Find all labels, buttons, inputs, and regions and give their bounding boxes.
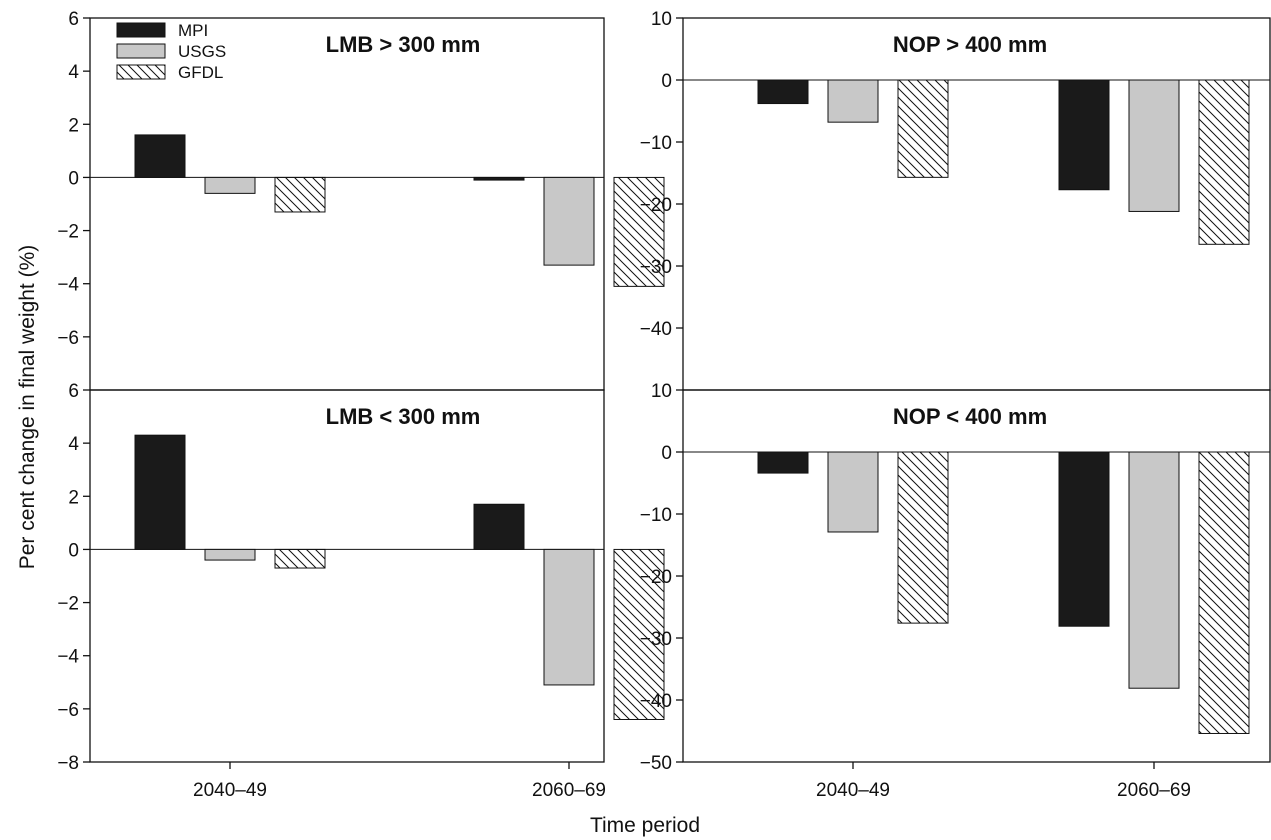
bar-mpi-1 (757, 79, 809, 105)
panels: 6 4 2 0 −2 −4 −6 LMB > 300 mm MPI USGS GFDL 6 4 2 0 −2 −… (57, 9, 1271, 801)
panel-title: LMB > 300 mm (326, 32, 481, 57)
x-axis-label: Time period (590, 814, 700, 837)
bar-usgs-2 (543, 176, 595, 266)
panel-title: LMB < 300 mm (326, 404, 481, 429)
bar-mpi-1 (757, 451, 809, 474)
y-tick-label: −50 (640, 753, 672, 774)
bar-gfdl-1 (274, 176, 326, 213)
bar-gfdl-1 (897, 451, 949, 624)
bar-gfdl-2 (1198, 79, 1250, 245)
y-tick-label: 4 (68, 62, 79, 83)
panel-2: 6 4 2 0 −2 −4 −6 −8 2040–49 2060–69 LMB < 300 mm (57, 381, 665, 801)
y-tick-label: 10 (651, 381, 672, 402)
y-tick-label: 6 (68, 381, 79, 402)
bar-gfdl-2 (1198, 451, 1250, 734)
y-tick-label: −2 (57, 594, 79, 615)
bar-usgs-2 (1128, 451, 1180, 689)
bar-gfdl-2 (613, 548, 665, 720)
bar-mpi-1 (134, 434, 186, 550)
y-tick-label: 0 (68, 540, 79, 561)
y-tick-label: −20 (640, 195, 672, 216)
plot-frame (89, 17, 605, 391)
bar-usgs-2 (543, 548, 595, 686)
panel-4: 10 0 −10 −20 −30 −40 −50 2040–49 2060–69 NOP < 40… (640, 381, 1271, 801)
y-tick-label: −2 (57, 222, 79, 243)
y-tick-label: −40 (640, 319, 672, 340)
x-tick-label: 2040–49 (193, 780, 267, 801)
x-tick-label: 2060–69 (532, 780, 606, 801)
y-tick-label: 6 (68, 9, 79, 30)
y-tick-label: −4 (57, 275, 79, 296)
panel-3: 10 0 −10 −20 −30 −40 NOP > 400 mm (640, 9, 1271, 391)
y-tick-label: −40 (640, 691, 672, 712)
x-tick-label: 2060–69 (1117, 780, 1191, 801)
legend-swatch-mpi (116, 22, 166, 38)
y-tick-label: 0 (661, 71, 672, 92)
y-tick-label: 4 (68, 434, 79, 455)
bar-usgs-1 (827, 79, 879, 123)
bar-gfdl-1 (274, 548, 326, 569)
plot-frame (89, 389, 605, 763)
bar-mpi-2 (1058, 451, 1110, 627)
y-tick-label: 0 (68, 168, 79, 189)
bar-mpi-2 (1058, 79, 1110, 191)
legend-label-gfdl: GFDL (178, 63, 223, 82)
plot-frame (682, 389, 1271, 763)
legend: MPI USGS GFDL (116, 21, 226, 82)
legend-swatch-usgs (116, 43, 166, 59)
y-tick-label: −8 (57, 753, 79, 774)
bar-mpi-2 (473, 176, 525, 181)
y-tick-label: −10 (640, 505, 672, 526)
y-tick-label: −6 (57, 328, 79, 349)
y-tick-label: −30 (640, 257, 672, 278)
y-tick-label: 2 (68, 487, 79, 508)
legend-label-usgs: USGS (178, 42, 226, 61)
panel-1: 6 4 2 0 −2 −4 −6 LMB > 300 mm MPI USGS GFDL (57, 9, 665, 391)
y-tick-label: 0 (661, 443, 672, 464)
bar-usgs-1 (827, 451, 879, 533)
y-tick-label: −6 (57, 700, 79, 721)
y-tick-label: −20 (640, 567, 672, 588)
x-tick-label: 2040–49 (816, 780, 890, 801)
legend-label-mpi: MPI (178, 21, 208, 40)
y-tick-label: 2 (68, 115, 79, 136)
bar-mpi-1 (134, 134, 186, 178)
panel-title: NOP > 400 mm (893, 32, 1047, 57)
y-tick-label: −10 (640, 133, 672, 154)
bar-mpi-2 (473, 503, 525, 550)
y-axis-label: Per cent change in final weight (%) (16, 245, 39, 570)
bar-usgs-1 (204, 176, 256, 194)
plot-frame (682, 17, 1271, 391)
bar-usgs-2 (1128, 79, 1180, 212)
legend-swatch-gfdl (116, 64, 166, 80)
y-tick-label: −30 (640, 629, 672, 650)
y-tick-label: −4 (57, 647, 79, 668)
bar-gfdl-1 (897, 79, 949, 178)
y-tick-label: 10 (651, 9, 672, 30)
bar-gfdl-2 (613, 176, 665, 287)
panel-title: NOP < 400 mm (893, 404, 1047, 429)
bar-usgs-1 (204, 548, 256, 561)
